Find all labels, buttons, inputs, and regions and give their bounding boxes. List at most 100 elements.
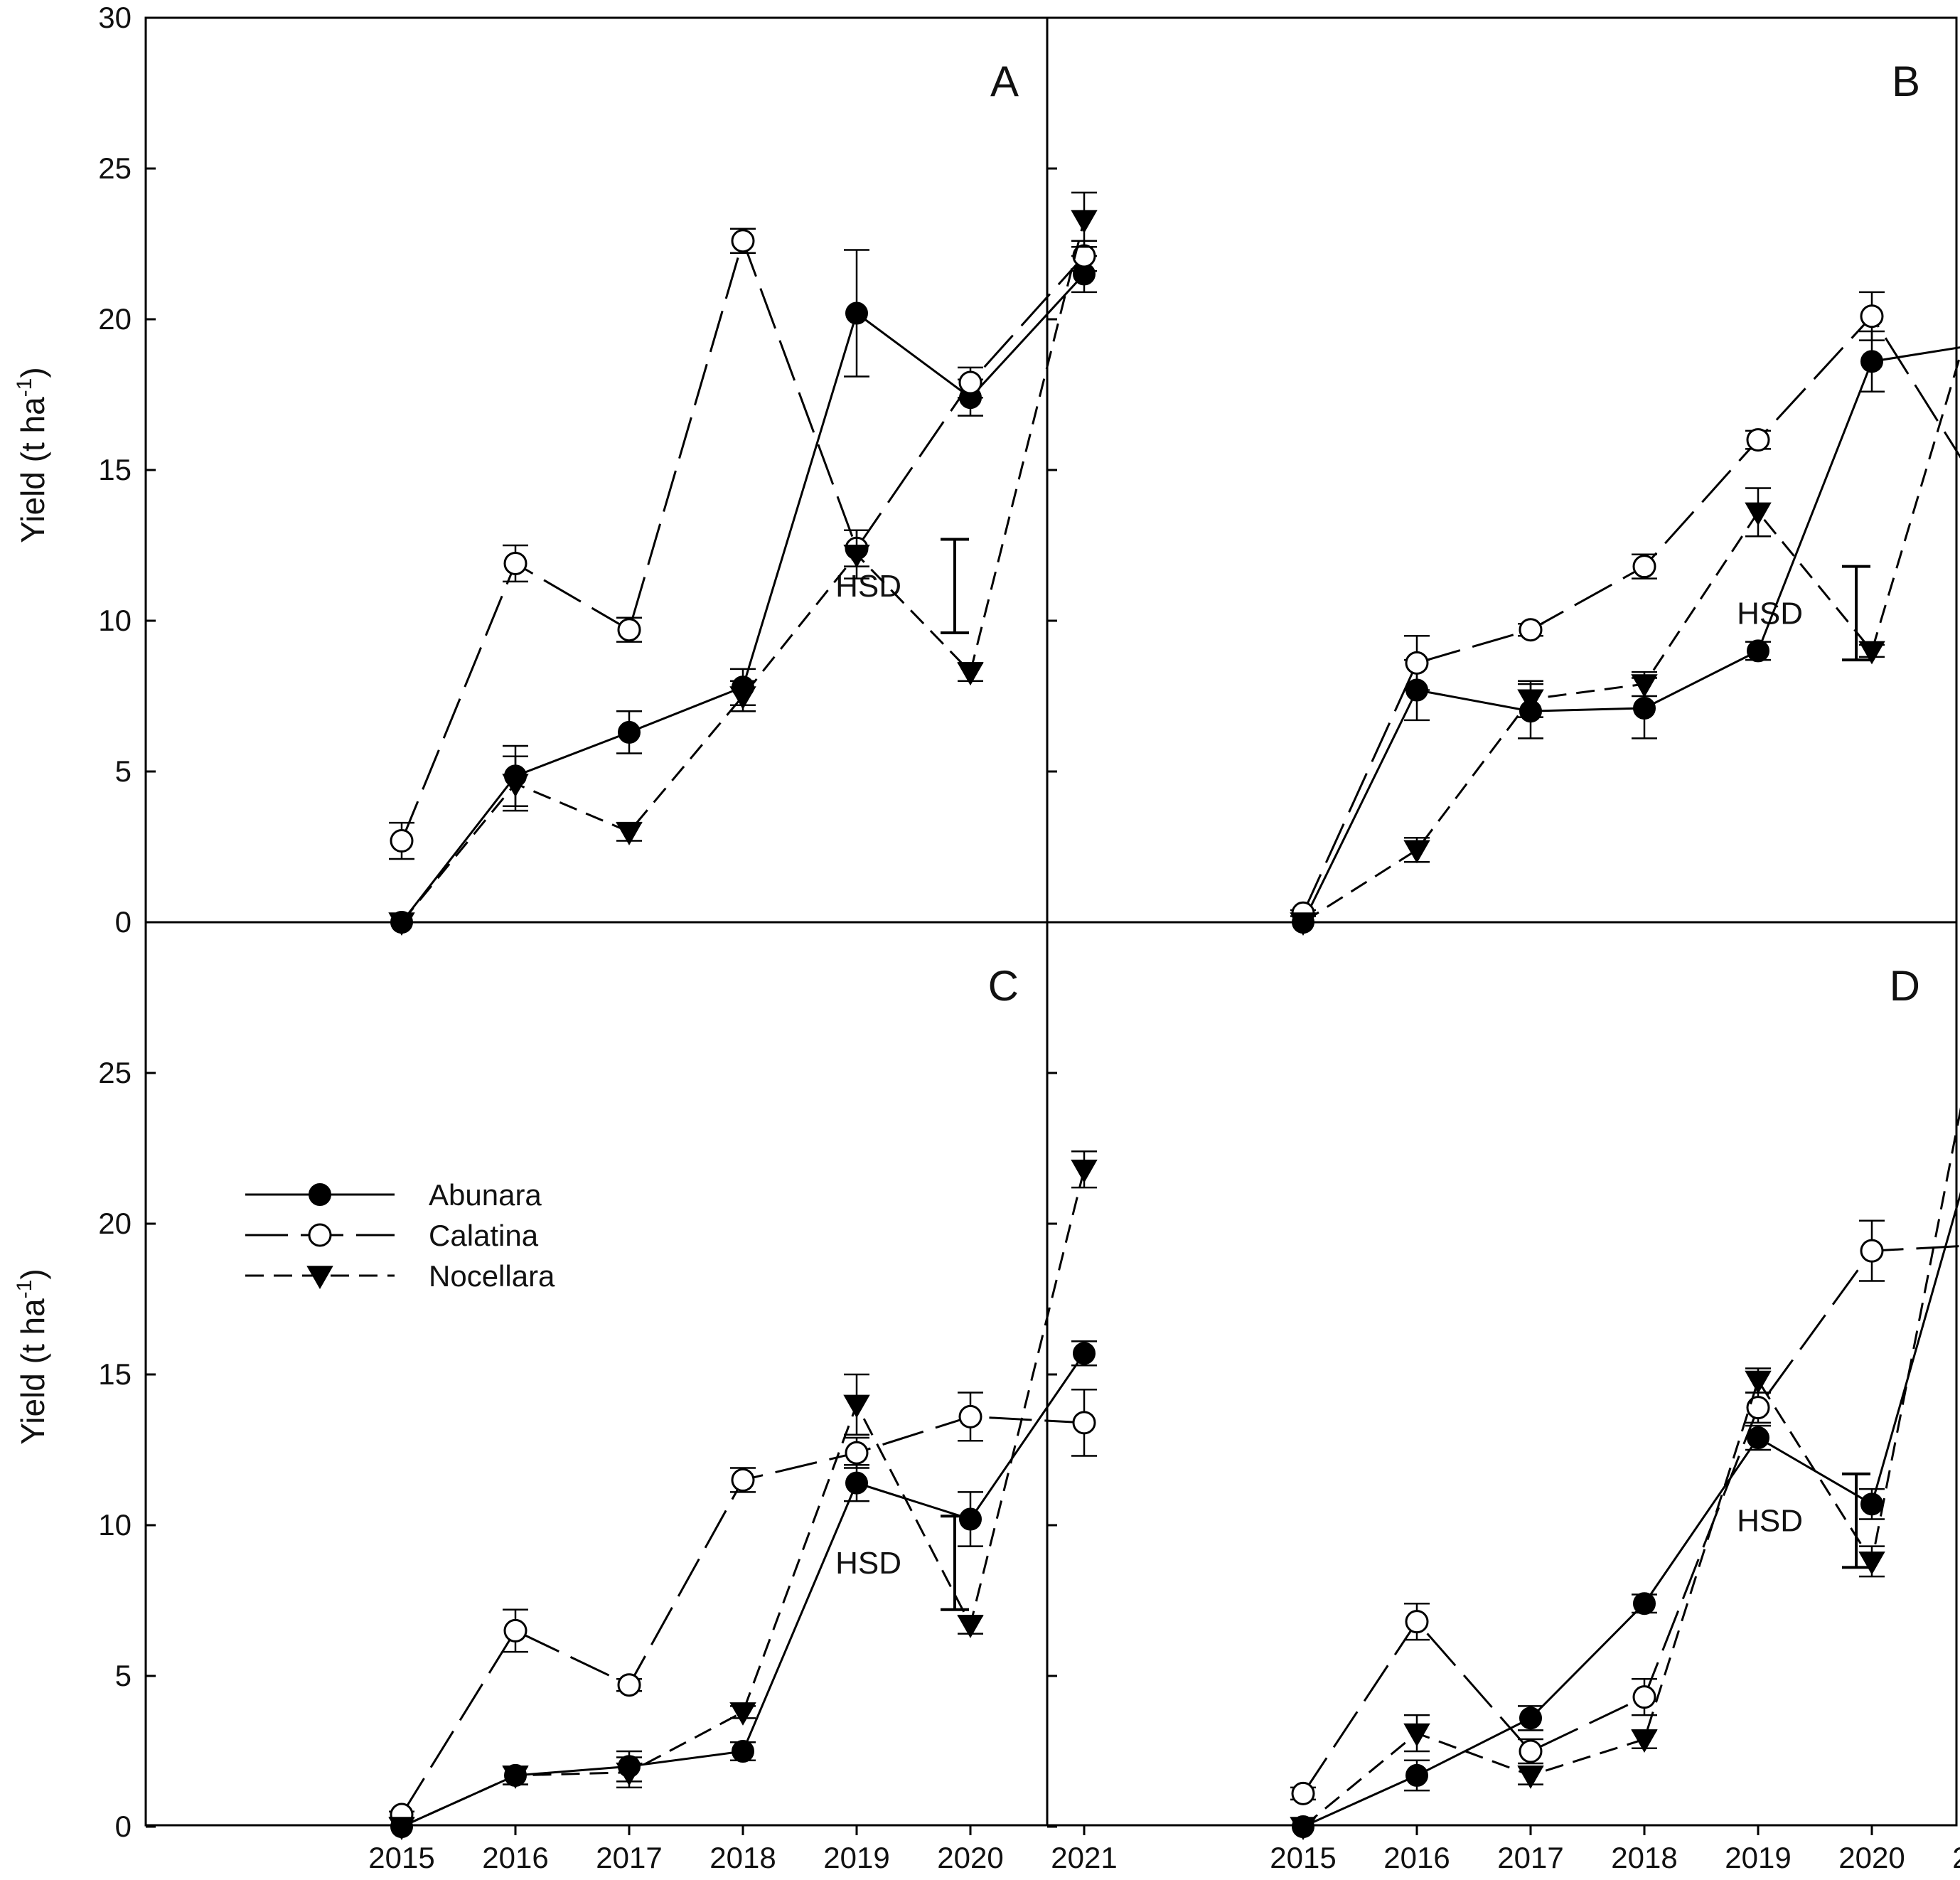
data-point	[845, 301, 868, 325]
data-point	[1747, 1426, 1769, 1450]
data-point	[1633, 1592, 1656, 1615]
data-point	[617, 1673, 641, 1697]
x-tick-label: 2015	[368, 1841, 434, 1874]
data-point	[1405, 651, 1429, 675]
data-point	[731, 229, 755, 253]
series-line	[400, 219, 1086, 923]
data-point	[958, 1404, 982, 1428]
series-line	[1302, 353, 1960, 924]
x-tick-label: 2019	[1725, 1841, 1791, 1874]
y-tick-label: 20	[98, 1207, 132, 1240]
x-tick-label: 2018	[709, 1841, 776, 1874]
legend-marker	[308, 1223, 332, 1247]
data-point	[958, 370, 982, 395]
series-line	[400, 237, 1086, 842]
panel-label: D	[1890, 962, 1920, 1010]
x-tick-label: 2017	[596, 1841, 662, 1874]
data-point	[1403, 1723, 1430, 1747]
plot-area: 0 5 10 15 20 25 30 0 5 10 15 20 25 2015 2016 2017 2018 20…	[98, 1, 1960, 1874]
data-point	[1403, 840, 1430, 864]
x-tick-label: 2019	[823, 1841, 889, 1874]
data-point	[1746, 428, 1770, 452]
data-point	[1858, 1551, 1885, 1575]
data-point	[503, 551, 528, 575]
x-tick-label: 2021	[1952, 1841, 1960, 1874]
panel-d: D HSD	[1290, 962, 1960, 1841]
series-calatina	[1290, 1219, 1960, 1805]
series-line	[1302, 346, 1960, 923]
data-point	[1860, 350, 1883, 373]
y-tick-label: 15	[98, 1357, 132, 1391]
data-point	[388, 1817, 415, 1841]
data-point	[1405, 1610, 1429, 1634]
data-point	[959, 1507, 982, 1531]
data-point	[503, 1618, 528, 1643]
data-point	[957, 662, 984, 686]
y-axis-label-top: Yield (t ha-1)	[13, 367, 51, 543]
data-point	[729, 1702, 756, 1726]
data-point	[388, 912, 415, 936]
y-axis-label-bottom: Yield (t ha-1)	[13, 1269, 51, 1444]
x-tick-label: 2020	[937, 1841, 1003, 1874]
panel-c: C HSD	[388, 962, 1098, 1841]
data-point	[1071, 210, 1098, 234]
x-tick-label: 2016	[482, 1841, 548, 1874]
data-point	[1631, 1729, 1658, 1753]
data-point	[1860, 1492, 1883, 1516]
series-calatina	[1290, 291, 1960, 925]
y-tick-label: 20	[98, 302, 132, 336]
series-abunara	[1292, 330, 1960, 934]
data-point	[1745, 1370, 1772, 1394]
series-nocellara	[1290, 353, 1960, 936]
y-tick-label: 25	[98, 1056, 132, 1089]
data-point	[617, 618, 641, 642]
data-point	[618, 720, 641, 744]
data-point	[616, 822, 643, 845]
data-point	[1632, 1685, 1656, 1709]
data-point	[1290, 912, 1317, 936]
data-point	[1517, 1766, 1544, 1789]
y-tick-label: 30	[98, 1, 132, 34]
data-point	[845, 1441, 869, 1465]
panel-label: B	[1892, 58, 1920, 105]
y-tick-label: 0	[115, 1810, 132, 1843]
x-tick-label: 2016	[1383, 1841, 1450, 1874]
hsd-label: HSD	[1737, 596, 1803, 631]
data-point	[1290, 1817, 1317, 1841]
hsd-label: HSD	[1737, 1504, 1803, 1539]
data-point	[616, 1762, 643, 1786]
data-point	[1746, 1396, 1770, 1420]
data-point	[502, 1766, 529, 1789]
y-tick-label: 5	[115, 1659, 132, 1692]
legend-label: Abunara	[429, 1178, 542, 1212]
data-point	[1519, 1707, 1542, 1730]
hsd-label: HSD	[835, 569, 901, 604]
legend-marker	[309, 1183, 331, 1206]
data-point	[390, 829, 414, 853]
panel-b: B HSD	[1290, 58, 1960, 936]
series-nocellara	[388, 1150, 1098, 1841]
series-abunara	[390, 249, 1097, 934]
hsd-label: HSD	[835, 1546, 901, 1581]
panel-a: A HSD	[388, 58, 1098, 936]
data-point	[502, 774, 529, 797]
y-tick-label: 0	[115, 905, 132, 939]
y-tick-label: 10	[98, 1508, 132, 1542]
data-point	[1633, 696, 1656, 720]
panel-label: A	[990, 58, 1019, 105]
data-point	[1747, 639, 1769, 663]
series-line	[1302, 1192, 1960, 1828]
series-abunara	[1292, 1192, 1960, 1838]
data-point	[731, 1468, 755, 1492]
y-tick-label: 15	[98, 453, 132, 486]
y-tick-label: 5	[115, 754, 132, 788]
series-line	[1302, 1107, 1960, 1828]
panel-label: C	[988, 962, 1019, 1010]
legend-marker	[306, 1266, 333, 1290]
data-point	[1519, 618, 1543, 642]
data-point	[1858, 641, 1885, 665]
y-tick-label: 10	[98, 604, 132, 637]
series-nocellara	[1290, 1107, 1960, 1841]
data-point	[1519, 1739, 1543, 1763]
